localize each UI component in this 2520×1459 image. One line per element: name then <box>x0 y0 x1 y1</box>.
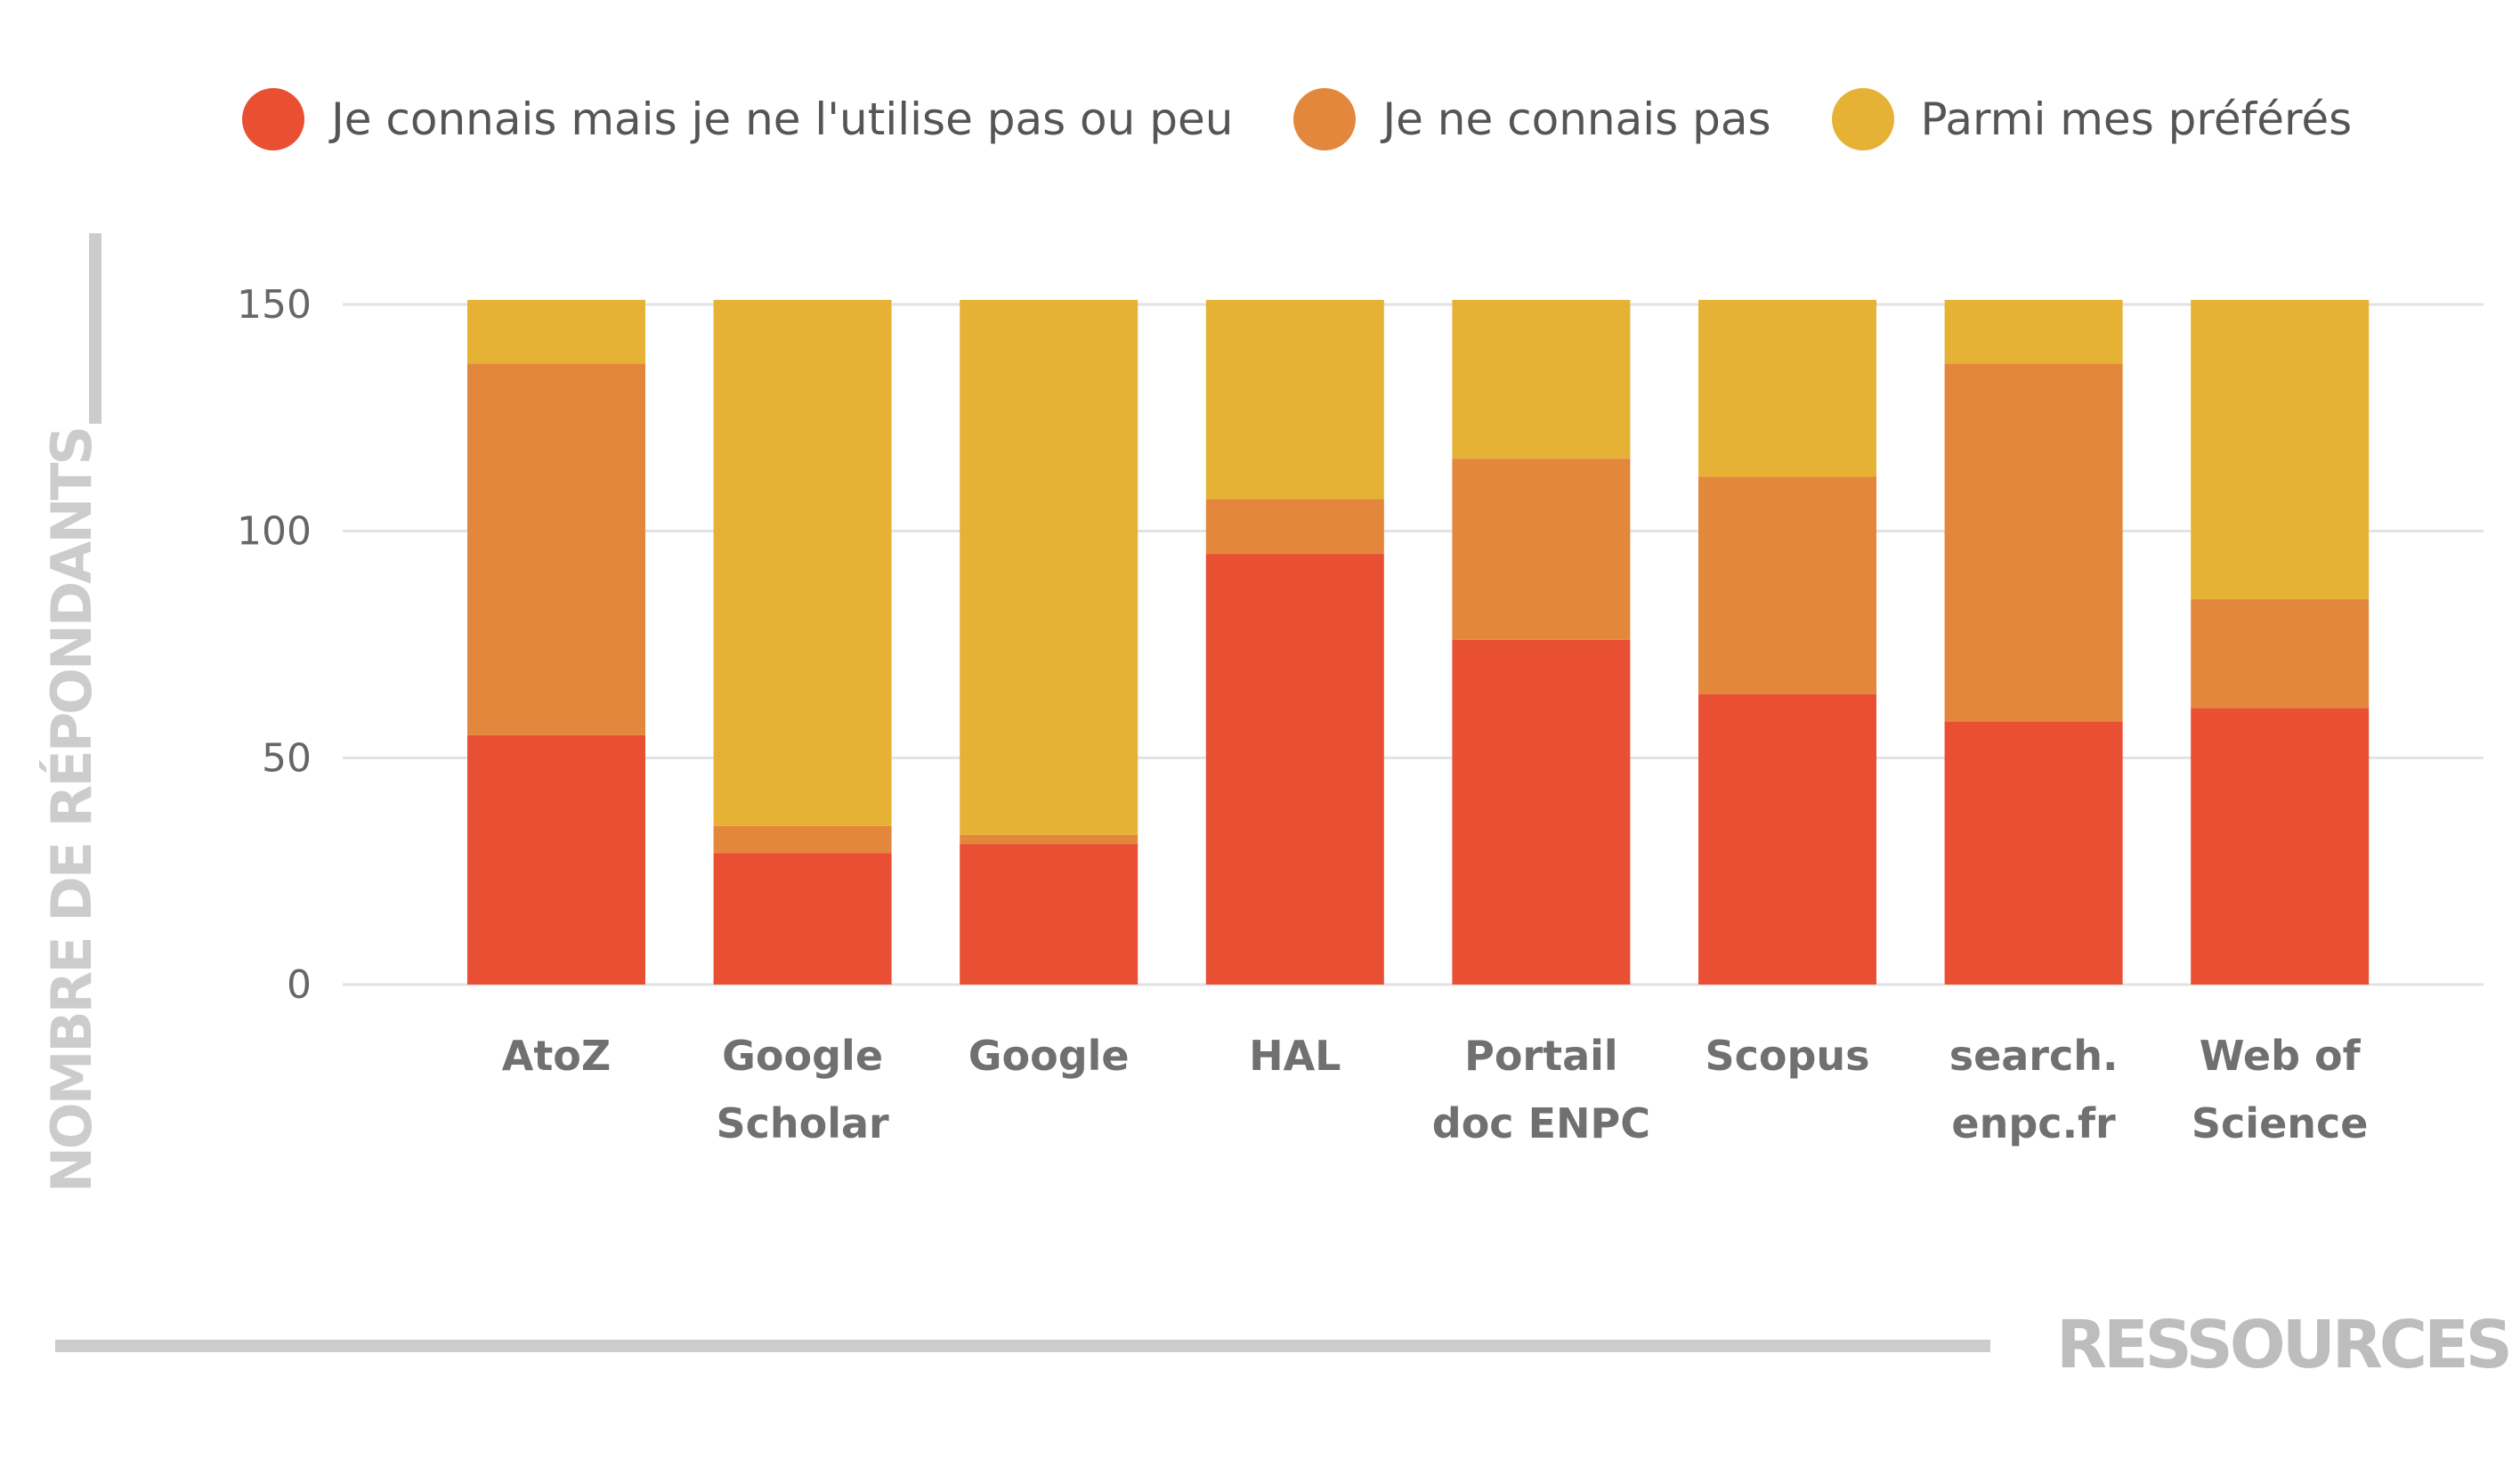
bar-segment-series-2[interactable] <box>1698 476 1876 695</box>
bar-segment-series-3[interactable] <box>1205 299 1384 500</box>
bar-segment-series-1[interactable] <box>1205 554 1384 985</box>
bar-segment-series-2[interactable] <box>1944 363 2123 722</box>
bar-segment-series-2[interactable] <box>467 363 645 735</box>
y-axis-decoration-rule <box>89 233 101 424</box>
x-category-label: search. enpc.fr <box>1949 1032 2119 1147</box>
bar-segment-series-3[interactable] <box>713 299 892 826</box>
legend-label-series-3: Parmi mes préférés <box>1920 93 2353 145</box>
bar-segment-series-1[interactable] <box>713 853 892 985</box>
bar-segment-series-2[interactable] <box>1205 499 1384 555</box>
x-category-label: Web of Science <box>2192 1032 2369 1147</box>
bar-segment-series-3[interactable] <box>467 299 645 364</box>
y-tick-label: 50 <box>262 735 312 781</box>
legend-swatch-series-2 <box>1293 88 1357 150</box>
legend: Je connais mais je ne l'utilise pas ou p… <box>242 85 2352 153</box>
bar-segment-series-1[interactable] <box>1452 639 1631 985</box>
bar-segment-series-2[interactable] <box>1452 458 1631 640</box>
legend-item-series-2[interactable]: Je ne connais pas <box>1293 88 1771 150</box>
bar-segment-series-3[interactable] <box>1944 299 2123 364</box>
legend-swatch-series-3 <box>1831 88 1894 150</box>
bar-segment-series-3[interactable] <box>1452 299 1631 459</box>
bar-segment-series-3[interactable] <box>1698 299 1876 477</box>
legend-item-series-1[interactable]: Je connais mais je ne l'utilise pas ou p… <box>242 88 1233 150</box>
x-axis-title: RESSOURCES <box>2056 1307 2513 1383</box>
legend-item-series-3[interactable]: Parmi mes préférés <box>1831 88 2353 150</box>
x-category-label: Google Scholar <box>716 1032 889 1147</box>
y-tick-label: 100 <box>237 509 312 555</box>
bar-segment-series-3[interactable] <box>2191 299 2370 600</box>
bar-segment-series-1[interactable] <box>1698 694 1876 985</box>
bar-segment-series-1[interactable] <box>2191 708 2370 985</box>
x-category-label: HAL <box>1249 1032 1341 1080</box>
bar-segment-series-1[interactable] <box>960 844 1138 985</box>
bar-segment-series-2[interactable] <box>713 825 892 854</box>
x-category-label: Scopus <box>1705 1032 1869 1080</box>
bar-segment-series-1[interactable] <box>467 734 645 985</box>
legend-label-series-2: Je ne connais pas <box>1382 93 1771 145</box>
y-tick-label: 0 <box>287 962 312 1008</box>
x-category-label: AtoZ <box>502 1032 612 1080</box>
x-category-label: Google <box>968 1032 1130 1080</box>
legend-label-series-1: Je connais mais je ne l'utilise pas ou p… <box>331 93 1234 145</box>
x-category-label: Portail doc ENPC <box>1432 1032 1650 1147</box>
bar-segment-series-2[interactable] <box>2191 599 2370 709</box>
x-axis-decoration-rule <box>55 1340 1990 1352</box>
legend-swatch-series-1 <box>242 88 304 150</box>
bar-segment-series-1[interactable] <box>1944 721 2123 985</box>
bar-segment-series-2[interactable] <box>960 834 1138 845</box>
y-tick-label: 150 <box>237 282 312 328</box>
bar-segment-series-3[interactable] <box>960 299 1138 835</box>
